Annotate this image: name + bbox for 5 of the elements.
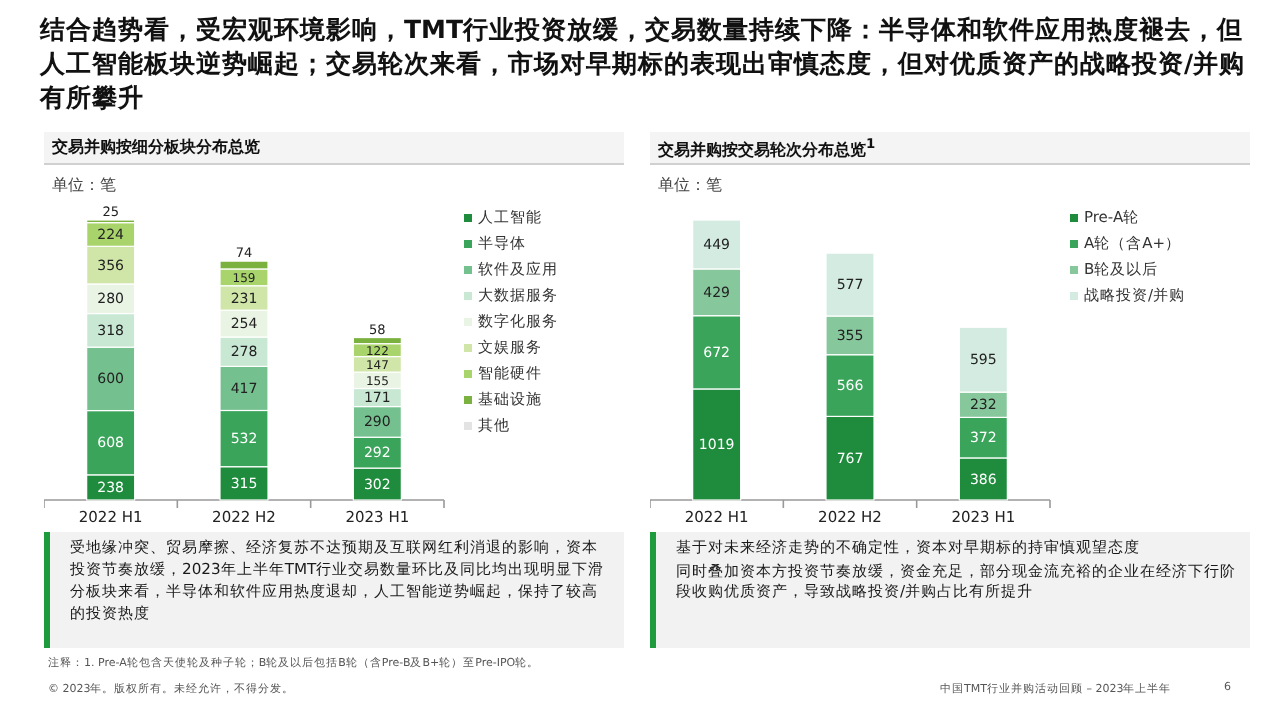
chart-title: 交易并购按细分板块分布总览: [52, 136, 260, 158]
text: 结合趋势看，受宏观环境影响，TMT行业投资放缓，交易数量持续下降：半导体和软件应用热度褪去，但人工智能板块逆势崛起；交易轮次来看，市场对早期标的表现出审慎态度，但对优质资产的战略投资/并购有所攀升: [40, 12, 1248, 114]
chart-subtitle: 单位：笔: [658, 174, 722, 196]
chart-title: 交易并购按交易轮次分布总览$^{1}$: [658, 136, 876, 162]
chart-subtitle: 单位：笔: [52, 174, 116, 196]
